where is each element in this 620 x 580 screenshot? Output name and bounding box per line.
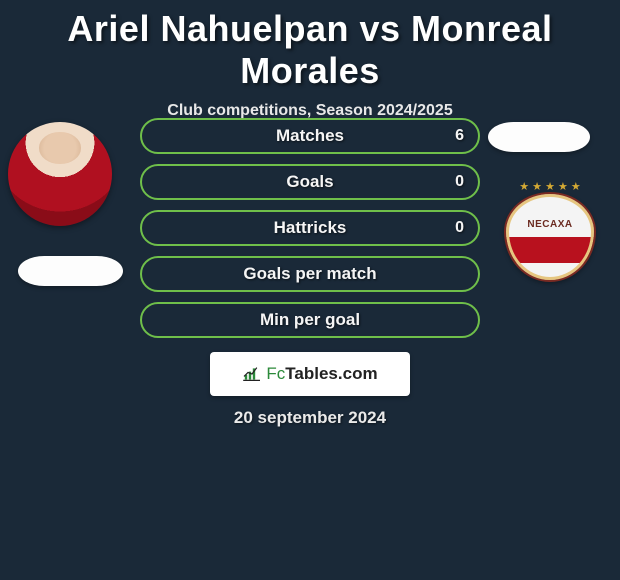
brand-part-1: Fc — [266, 364, 285, 383]
page-title: Ariel Nahuelpan vs Monreal Morales — [0, 0, 620, 92]
stat-label: Goals — [286, 172, 333, 192]
date-text: 20 september 2024 — [0, 408, 620, 428]
player-right-badge: ★ ★ ★ ★ ★ NECAXA — [498, 178, 602, 282]
stat-label: Matches — [276, 126, 344, 146]
stat-pill: Hattricks 0 — [140, 210, 480, 246]
player-right-flag — [488, 122, 590, 152]
stat-value-right: 0 — [455, 173, 464, 191]
chart-icon — [242, 366, 262, 382]
stat-pill: Min per goal — [140, 302, 480, 338]
stat-pill: Goals 0 — [140, 164, 480, 200]
stat-label: Hattricks — [274, 218, 347, 238]
badge-text: NECAXA — [527, 219, 572, 230]
brand-part-2: Tables.com — [285, 364, 377, 383]
stat-label: Min per goal — [260, 310, 360, 330]
stat-label: Goals per match — [243, 264, 376, 284]
player-left-avatar — [8, 122, 112, 226]
stat-pill: Goals per match — [140, 256, 480, 292]
stat-pill: Matches 6 — [140, 118, 480, 154]
stat-value-right: 0 — [455, 219, 464, 237]
stats-list: Matches 6 Goals 0 Hattricks 0 Goals per match M… — [140, 118, 480, 348]
stat-value-right: 6 — [455, 127, 464, 145]
player-left-flag — [18, 256, 123, 286]
brand-box: FcTables.com — [210, 352, 410, 396]
